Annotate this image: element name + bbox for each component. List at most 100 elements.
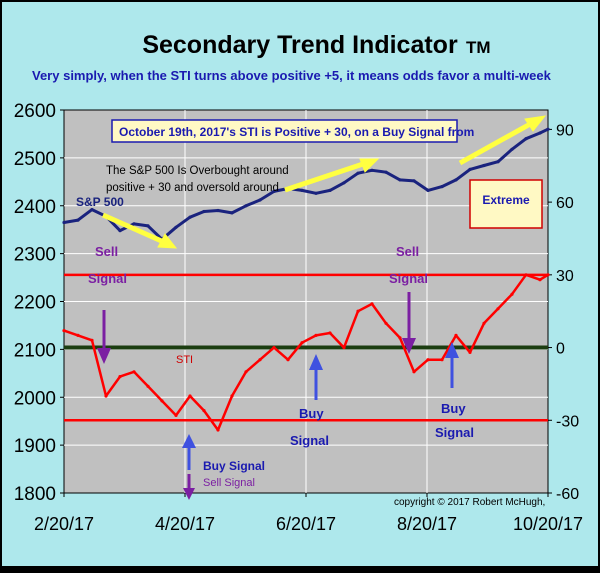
sti-point <box>146 384 150 388</box>
sti-point <box>104 394 108 398</box>
left-tick-label: 2300 <box>14 245 56 266</box>
trend-arrow-down-head <box>157 233 178 249</box>
sp500-point <box>370 168 374 172</box>
x-tick-label: 10/20/17 <box>513 514 583 534</box>
sti-point <box>286 358 290 362</box>
sell-signal-2-line1: Sell <box>396 244 419 259</box>
sti-point <box>258 358 262 362</box>
sti-line <box>63 273 549 432</box>
sp500-point <box>188 215 192 219</box>
sp500-point <box>468 167 472 171</box>
sp500-point <box>272 189 276 193</box>
sti-point <box>188 394 192 398</box>
sti-point <box>468 350 472 354</box>
sell-arrow-3-head <box>183 488 195 500</box>
sp500-point <box>314 191 318 195</box>
sti-point <box>244 370 248 374</box>
sell-arrow-2-head <box>402 338 416 354</box>
sp500-point <box>454 178 458 182</box>
left-axis: 1800 1900 2000 2100 2200 2300 2400 2500 2600 <box>14 101 64 505</box>
sp500-point <box>216 208 220 213</box>
right-axis: -60 -30 0 30 60 90 <box>548 122 579 503</box>
sti-point <box>356 309 360 313</box>
x-tick-label: 8/20/17 <box>397 514 457 534</box>
sti-point <box>132 370 136 374</box>
sell-signal-1-line1: Sell <box>95 244 118 259</box>
left-tick-label: 1800 <box>14 484 56 505</box>
sp500-point <box>132 222 136 226</box>
sp500-point <box>412 179 416 183</box>
sp500-point <box>426 188 430 192</box>
sti-point <box>426 358 430 362</box>
sti-point <box>230 394 234 398</box>
buy-signal-2-line1: Buy <box>441 401 466 416</box>
trend-arrow-up-2 <box>458 120 534 166</box>
right-tick-label: 90 <box>556 122 574 139</box>
sti-point <box>440 358 444 362</box>
x-tick-label: 6/20/17 <box>276 514 336 534</box>
sti-point <box>62 329 66 333</box>
trademark-mark: TM <box>466 38 491 57</box>
sp500-point <box>174 225 178 229</box>
sp500-point <box>146 224 150 228</box>
buy-signal-1-line1: Buy <box>299 406 324 421</box>
sp500-point <box>524 137 528 141</box>
chart-title: Secondary Trend Indicator <box>142 31 458 59</box>
sp500-point <box>300 188 304 192</box>
right-tick-label: 30 <box>556 268 574 285</box>
sp500-point <box>384 170 388 174</box>
callout-top-text: October 19th, 2017's STI is Positive + 3… <box>119 125 474 139</box>
sti-point <box>546 273 550 277</box>
right-tick-label: -60 <box>556 486 579 503</box>
sp500-point <box>118 229 122 233</box>
right-tick-label: -30 <box>556 413 579 430</box>
sti-point <box>370 302 374 306</box>
left-tick-label: 1900 <box>14 436 56 457</box>
sp500-point <box>258 198 262 202</box>
trend-arrows <box>101 115 547 249</box>
left-tick-label: 2600 <box>14 101 56 122</box>
sp500-point <box>356 171 360 175</box>
sp500-point <box>230 211 234 215</box>
trend-arrow-down <box>101 212 168 246</box>
sti-point <box>482 321 486 325</box>
sti-point <box>174 413 178 417</box>
sti-point <box>384 321 388 325</box>
left-tick-label: 2400 <box>14 197 56 218</box>
sp500-point <box>510 147 514 151</box>
x-tick-label: 2/20/17 <box>34 514 94 534</box>
sp500-point <box>90 208 94 212</box>
buy-arrow-3-head <box>182 434 196 448</box>
sp500-point <box>244 204 248 208</box>
sp500-point <box>440 185 444 189</box>
buy-signal-2-line2: Signal <box>435 425 474 440</box>
left-tick-label: 2500 <box>14 149 56 170</box>
sti-point <box>398 336 402 340</box>
sti-point <box>90 338 94 342</box>
sti-point <box>160 399 164 403</box>
trend-arrow-up-1 <box>284 160 367 193</box>
left-tick-label: 2100 <box>14 340 56 361</box>
chart-subtitle: Very simply, when the STI turns above po… <box>32 68 552 83</box>
sell-signal-3-label: Sell Signal <box>203 477 255 489</box>
sp500-point <box>342 181 346 185</box>
sp500-point <box>328 188 332 192</box>
sp500-point <box>76 218 80 222</box>
extreme-box-text: Extreme <box>482 193 530 207</box>
sell-signal-2-line2: Signal <box>389 271 428 286</box>
sti-point <box>496 307 500 311</box>
sp500-point <box>546 127 550 131</box>
sti-point <box>454 333 458 337</box>
right-tick-label: 0 <box>556 341 565 358</box>
sp500-point <box>482 163 486 168</box>
sp500-line <box>63 127 549 241</box>
sp500-point <box>62 220 66 225</box>
series-layer <box>62 127 550 432</box>
sti-point <box>328 331 332 335</box>
sti-series-label: STI <box>176 354 193 366</box>
left-tick-label: 2000 <box>14 388 56 409</box>
sti-point <box>216 428 220 432</box>
sti-point <box>314 333 318 337</box>
